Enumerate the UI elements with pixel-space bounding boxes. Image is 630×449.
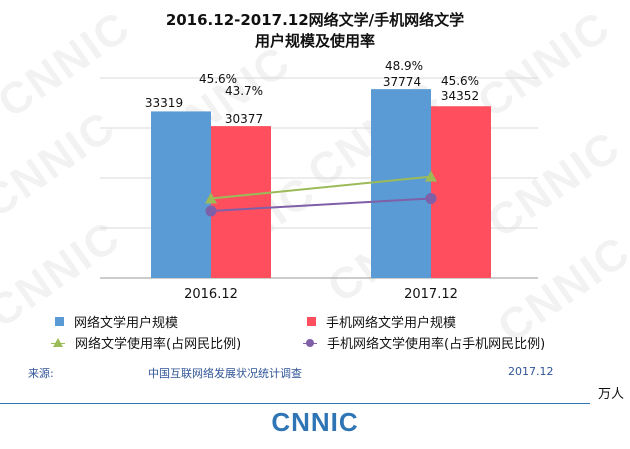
bar [371,89,431,278]
bar [431,106,491,279]
chart: 2016.12 2017.123331937774303773435245.6%4… [100,59,538,300]
legend-item-usage-rate: 网络文学使用率(占网民比例) [51,333,241,352]
bar-value-label: 30377 [225,112,263,126]
unit-label: 万人 [597,387,624,402]
bar-value-label: 37774 [383,75,421,89]
series-line [210,175,432,200]
line-point-marker [205,192,217,204]
legend-label: 手机网络文学用户规模 [326,316,457,331]
legend-swatch-red [307,317,316,326]
chart-title-line1: 2016.12-2017.12网络文学/手机网络文学 [165,11,465,29]
legend-label: 网络文学使用率(占网民比例) [75,337,242,352]
chart-title: 2016.12-2017.12网络文学/手机网络文学 用户规模及使用率 [0,10,630,52]
source-date: 2017.12 [508,365,554,378]
line-value-label: 45.6% [441,74,479,88]
x-tick-label: 2016.12 [184,287,238,300]
legend-item-user-scale: 网络文学用户规模 [55,312,178,331]
legend-item-mobile-user-scale: 手机网络文学用户规模 [307,312,456,331]
legend-label: 网络文学用户规模 [74,316,179,331]
footer-divider [0,403,590,404]
line-point-marker [425,170,437,182]
line-point-marker [205,205,217,217]
bar-value-label: 34352 [441,89,479,103]
line-value-label: 43.7% [225,84,263,98]
bar [151,111,211,278]
line-value-label: 45.6% [199,72,237,86]
legend-marker-triangle [51,337,65,349]
bar-value-label: 33319 [145,96,183,110]
line-point-marker [425,192,437,204]
source-label: 来源: [28,367,54,380]
source-name: 中国互联网络发展状况统计调查 [148,367,302,380]
line-value-label: 48.9% [385,59,423,73]
series-line [210,197,432,212]
legend-label: 手机网络文学使用率(占手机网民比例) [327,337,546,352]
legend-swatch-blue [55,317,64,326]
legend-item-mobile-usage-rate: 手机网络文学使用率(占手机网民比例) [303,333,545,352]
cnnic-logo: CNNIC [271,407,359,437]
x-tick-label: 2017.12 [404,287,458,300]
chart-title-line2: 用户规模及使用率 [254,32,375,50]
legend-marker-circle [303,337,317,349]
bar [211,126,271,279]
